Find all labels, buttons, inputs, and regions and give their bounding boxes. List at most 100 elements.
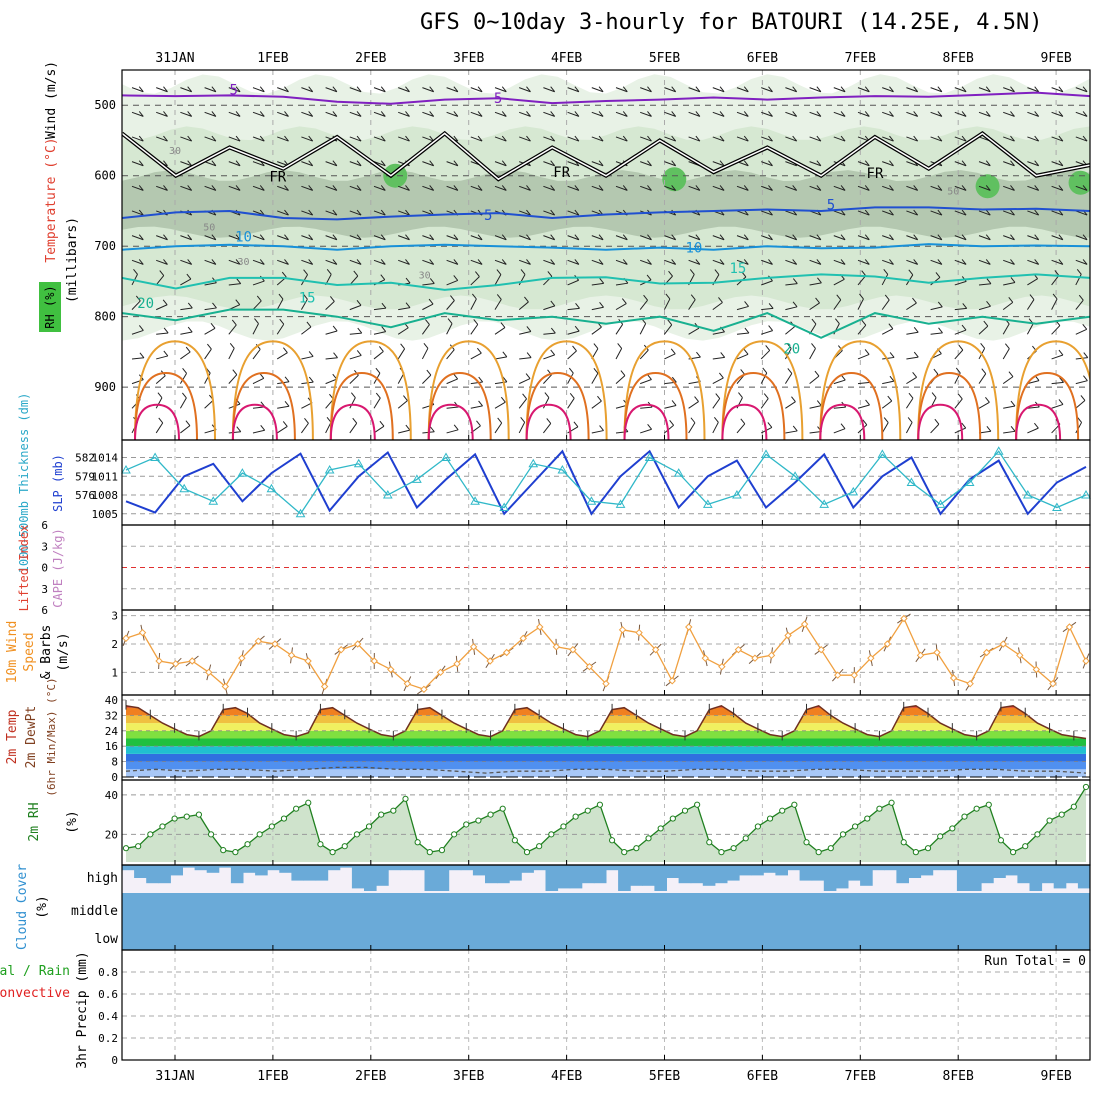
li-tick--3: 3 — [41, 540, 48, 553]
cloud-level-low: low — [95, 932, 119, 947]
cloud-high-bar — [1066, 865, 1079, 883]
contour-label-FR: FR — [867, 166, 884, 182]
temp-tick-0: 0 — [111, 771, 118, 784]
rh2m-point — [233, 850, 238, 855]
rh2m-point — [585, 808, 590, 813]
slp-tick-1005: 1005 — [92, 508, 119, 521]
panel-frame-7 — [122, 950, 1090, 1060]
wind-tick-2: 2 — [111, 638, 118, 651]
rh2m-point — [184, 814, 189, 819]
warm-isotherm-loop — [625, 405, 669, 440]
rh2m-point — [998, 838, 1003, 843]
cloud-high-bar — [1054, 865, 1067, 888]
cloud-high-bar — [388, 865, 401, 870]
rh2m-point — [853, 824, 858, 829]
rh2m-point — [609, 838, 614, 843]
rh2m-point — [731, 846, 736, 851]
date-label-top-7FEB: 7FEB — [845, 51, 876, 66]
cloud-high-bar — [316, 865, 329, 881]
date-label-bottom-31JAN: 31JAN — [155, 1069, 194, 1084]
rh2m-point — [549, 832, 554, 837]
cloud-high-bar — [461, 865, 474, 870]
cloud-high-bar — [521, 865, 534, 873]
rh-shade-dark — [122, 170, 1090, 238]
contour-label-50: 50 — [203, 223, 215, 234]
rh2m-point — [743, 836, 748, 841]
rh2m-point — [707, 840, 712, 845]
cloud-high-bar — [836, 865, 849, 888]
rh2m-point — [427, 850, 432, 855]
pressure-tick-500: 500 — [94, 98, 116, 112]
warm-isotherm-loop — [233, 405, 277, 440]
contour-label-5: 5 — [494, 91, 502, 107]
rh2m-point — [281, 816, 286, 821]
rh2m-point — [682, 808, 687, 813]
wind-speed-point — [967, 681, 973, 687]
contour-label-30: 30 — [169, 146, 181, 157]
dewpt-axis-label: 2m DewPt — [24, 706, 39, 769]
slp-tick-1011: 1011 — [92, 470, 119, 483]
rh2m-point — [1035, 832, 1040, 837]
rh2m-point — [476, 818, 481, 823]
cloud-high-bar — [788, 865, 801, 870]
rh2m-point — [597, 802, 602, 807]
rh2m-point — [500, 806, 505, 811]
rh2m-point — [962, 814, 967, 819]
date-label-top-5FEB: 5FEB — [649, 51, 680, 66]
cloud-high-bar — [800, 865, 813, 881]
rh2m-point — [1047, 818, 1052, 823]
cloud-level-high: high — [87, 871, 118, 886]
rh2m-point — [354, 832, 359, 837]
rh2m-point — [646, 836, 651, 841]
temp-tick-40: 40 — [105, 694, 118, 707]
contour-label-20: 20 — [137, 296, 154, 312]
rh2m-point — [913, 850, 918, 855]
wind-speed-point — [686, 624, 692, 630]
rh2m-point — [1071, 804, 1076, 809]
rh2m-point — [439, 848, 444, 853]
cloud-high-bar — [533, 865, 546, 870]
cloud-high-bar — [703, 865, 716, 886]
cloud-high-bar — [122, 865, 135, 870]
date-label-bottom-6FEB: 6FEB — [747, 1069, 778, 1084]
precip-tick-0.4: 0.4 — [98, 1010, 118, 1023]
cloud-high-bar — [1005, 865, 1018, 875]
rh2m-point — [828, 846, 833, 851]
warm-isotherm-loop — [331, 405, 375, 440]
rh2m-point — [1059, 812, 1064, 817]
rh2m-point — [524, 850, 529, 855]
wind-speed-point — [140, 630, 146, 636]
cloud-high-bar — [909, 865, 922, 878]
thickness-line — [126, 451, 1086, 514]
slp-tick-1008: 1008 — [92, 489, 119, 502]
wind10m-label-3: (m/s) — [56, 632, 71, 671]
contour-label-30: 30 — [238, 257, 250, 268]
run-total-annotation: Run Total = 0 — [984, 954, 1086, 969]
precip-conv-label: Convective — [0, 986, 70, 1001]
cloud-high-bar — [642, 865, 655, 886]
date-label-top-31JAN: 31JAN — [155, 51, 194, 66]
cloud-high-bar — [582, 865, 595, 883]
cloud-high-bar — [352, 865, 365, 888]
cloud-high-bar — [449, 865, 462, 870]
rh2m-point — [294, 806, 299, 811]
cloud-high-bar — [751, 865, 764, 875]
wind-tick-3: 3 — [111, 610, 118, 623]
warm-isotherm-loop — [1016, 405, 1060, 440]
cloud-high-bar — [509, 865, 522, 881]
contour-label-15: 15 — [299, 291, 316, 307]
contour-label-10: 10 — [235, 229, 252, 245]
wind-speed-point — [156, 658, 162, 664]
precip-tick-0.6: 0.6 — [98, 988, 118, 1001]
cloud-high-bar — [654, 865, 667, 891]
wind-speed-point — [620, 627, 626, 633]
rh2m-point — [1010, 850, 1015, 855]
wind-speed-point — [984, 650, 990, 656]
rh2m-point — [452, 832, 457, 837]
pressure-axis-label: (millibars) — [65, 217, 80, 303]
thickness-tick-582: 582 — [75, 452, 95, 465]
rh2m-point — [877, 806, 882, 811]
date-label-bottom-5FEB: 5FEB — [649, 1069, 680, 1084]
contour-label-50: 50 — [947, 187, 959, 198]
cloud-high-bar — [170, 865, 183, 875]
